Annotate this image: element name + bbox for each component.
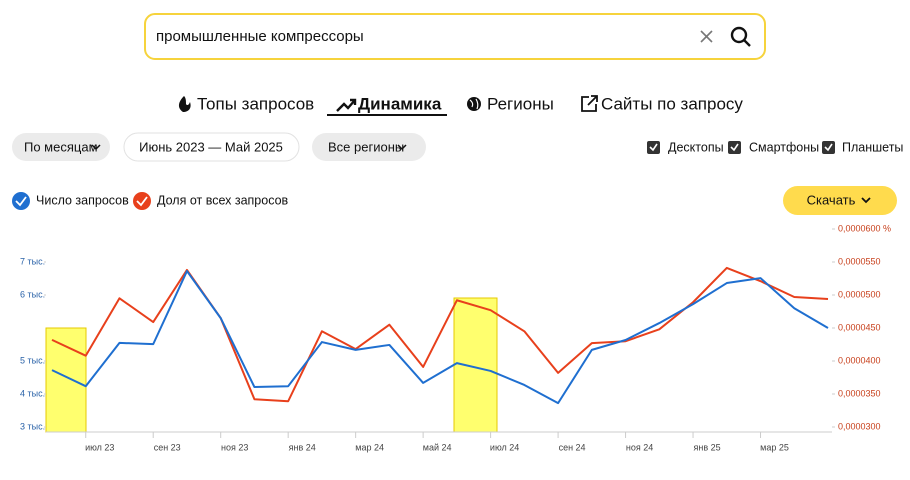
date-range-label: Июнь 2023 — Май 2025: [139, 139, 283, 154]
y-tick-label: 4 тыс.: [20, 388, 45, 398]
checkbox-label: Десктопы: [668, 140, 724, 154]
y2-tick-label: 0,0000450: [838, 322, 881, 332]
legend-toggle[interactable]: [133, 192, 151, 210]
x-tick-label: май 24: [423, 442, 452, 452]
chevron: [91, 144, 101, 151]
x-tick-label: мар 25: [760, 442, 789, 452]
y2-tick-label: 0,0000350: [838, 388, 881, 398]
y2-tick-label: 0,0000500: [838, 289, 881, 299]
x-tick-label: июл 24: [490, 442, 519, 452]
checkbox-label: Смартфоны: [749, 140, 819, 154]
x-tick-label: янв 24: [289, 442, 316, 452]
tab-icon-chart: [336, 98, 357, 112]
y-tick-label: 5 тыс.: [20, 355, 45, 365]
x-tick-label: янв 25: [693, 442, 720, 452]
x-tick-label: июл 23: [85, 442, 114, 452]
tab-icon-globe-detail: [469, 98, 479, 110]
tab-active[interactable]: Динамика: [358, 94, 442, 113]
tab-icon-globe: [467, 97, 481, 111]
filter-label: Все регионы: [328, 139, 404, 154]
y-tick-label: 7 тыс.: [20, 256, 45, 266]
highlight: [45, 327, 87, 433]
series-line: [51, 270, 829, 405]
download-button[interactable]: [783, 186, 897, 215]
download-label: Скачать: [807, 192, 856, 207]
legend-check: [15, 196, 27, 207]
tab[interactable]: Регионы: [487, 94, 554, 113]
y2-tick-label: 0,0000300: [838, 421, 881, 431]
y2-tick-label: 0,0000600 %: [838, 223, 891, 233]
x-tick-label: сен 24: [559, 442, 586, 452]
legend-toggle[interactable]: [12, 192, 30, 210]
y2-tick-label: 0,0000400: [838, 355, 881, 365]
checkbox-label: Планшеты: [842, 140, 903, 154]
filter-button[interactable]: [312, 133, 426, 161]
legend-label: Доля от всех запросов: [157, 193, 289, 207]
search-icon[interactable]: [730, 26, 751, 47]
x-tick-label: ноя 24: [626, 442, 653, 452]
clear-icon[interactable]: [700, 30, 713, 43]
series-line: [51, 266, 829, 403]
tab-icon-flame: [178, 96, 191, 112]
y-tick-label: 3 тыс.: [20, 421, 45, 431]
x-tick-label: мар 24: [355, 442, 384, 452]
checkbox[interactable]: [647, 141, 660, 154]
legend-label: Число запросов: [36, 193, 129, 207]
highlight: [453, 297, 498, 433]
y2-tick-label: 0,0000550: [838, 256, 881, 266]
filter-button[interactable]: [12, 133, 110, 161]
tab-icon-link: [581, 95, 598, 112]
chevron: [397, 144, 407, 151]
search-query[interactable]: промышленные компрессоры: [156, 28, 364, 45]
filter-label: По месяцам: [24, 139, 98, 154]
checkbox[interactable]: [822, 141, 835, 154]
x-tick-label: ноя 23: [221, 442, 248, 452]
tab[interactable]: Сайты по запросу: [601, 94, 743, 113]
search-box[interactable]: [144, 13, 766, 60]
tab[interactable]: Топы запросов: [197, 94, 314, 113]
x-tick-label: сен 23: [154, 442, 181, 452]
chevron: [861, 197, 871, 204]
y-tick-label: 6 тыс.: [20, 289, 45, 299]
legend-check: [136, 196, 148, 207]
checkbox[interactable]: [728, 141, 741, 154]
date-range[interactable]: [123, 132, 300, 162]
